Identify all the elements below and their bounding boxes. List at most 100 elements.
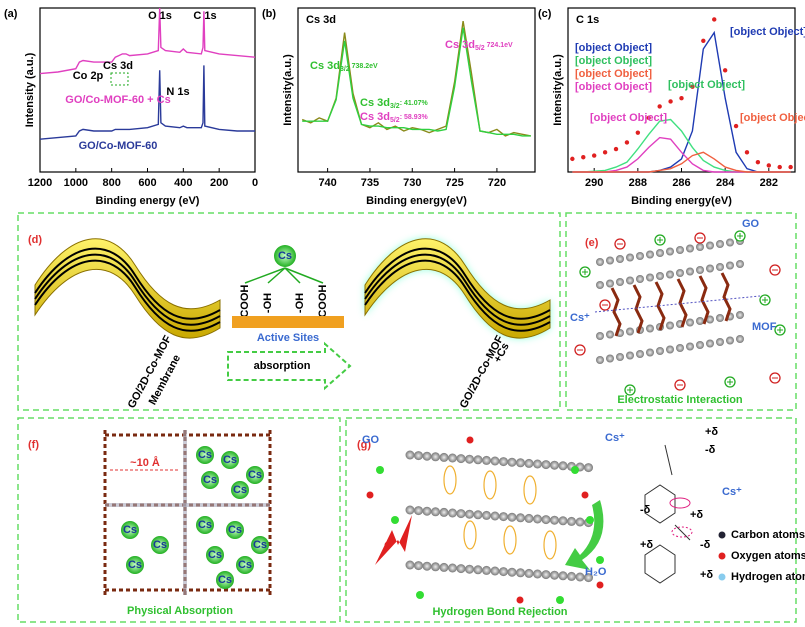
group-label: -OH	[294, 293, 306, 313]
carbon-atom	[666, 345, 674, 354]
label-note: 738.2eV	[350, 63, 378, 70]
carbon-atom	[706, 241, 714, 250]
cs-label: Cs	[228, 524, 242, 536]
cs-ion	[274, 245, 296, 267]
data-point	[591, 153, 597, 158]
caption: Hydrogen Bond Rejection	[432, 606, 567, 618]
x-tick-label: 200	[210, 177, 228, 189]
group-label: -COOH	[239, 285, 251, 322]
frame-g	[345, 417, 797, 623]
carbon-atom	[473, 510, 483, 520]
carbon-atom	[516, 568, 525, 578]
carbon-atom	[706, 339, 714, 348]
carbon-atom	[567, 516, 576, 526]
bond-arrow	[244, 267, 286, 284]
data-point	[602, 150, 608, 155]
peak-annotation: Cs 3d	[103, 60, 133, 72]
arrow-label: absorption	[254, 360, 311, 372]
carbon-atom	[567, 571, 576, 581]
x-tick-label: 286	[672, 177, 690, 189]
carbon-atom	[448, 563, 457, 573]
frame-e	[565, 212, 797, 411]
label: GO	[742, 218, 760, 230]
carbon-atom	[414, 561, 423, 571]
molecule	[644, 444, 691, 584]
sheet	[364, 238, 551, 339]
label-note: 724.1eV	[485, 42, 513, 49]
carbon-atom	[490, 566, 500, 576]
carbon-atom	[499, 457, 508, 467]
cs-label: Cs	[218, 574, 232, 586]
panel-label: (e)	[585, 237, 599, 249]
data-point	[613, 146, 619, 152]
data-point	[646, 115, 651, 121]
mof-linker	[632, 284, 644, 334]
delta-label: +δ	[700, 569, 713, 581]
carbon-atom	[686, 244, 694, 253]
cs-label: Cs	[233, 484, 247, 496]
data-point	[777, 164, 782, 170]
panel-frames	[17, 212, 797, 623]
cs-label: Cs	[203, 474, 217, 486]
carbon-atom	[656, 347, 664, 355]
y-axis-label: Intensity(a.u.)	[282, 54, 294, 126]
carbon-atom	[736, 335, 744, 343]
carbon-atom	[541, 460, 551, 470]
label: Cs⁺	[605, 432, 625, 444]
highlight-box	[110, 72, 129, 86]
carbon-atom	[646, 348, 654, 357]
series-line	[302, 27, 531, 137]
x-axis-label: Binding energy(eV)	[366, 195, 467, 207]
carbon-atom	[606, 354, 614, 363]
carbon-atom	[448, 508, 457, 518]
series-line	[39, 65, 255, 140]
carbon-atom	[575, 572, 585, 582]
group-label: -OH	[262, 293, 274, 313]
distance-label: ~10 Å	[130, 456, 160, 469]
rich-label: Cs 3d5/2: 58.93%	[360, 111, 428, 124]
label: MOF	[752, 321, 777, 333]
carbon-atom	[550, 460, 559, 470]
label-text: Cs 3d	[445, 39, 475, 51]
carbon-atom	[507, 512, 517, 522]
carbon-atom	[596, 356, 604, 364]
cs-ion	[251, 536, 269, 554]
frame-d	[17, 212, 561, 411]
data-point	[624, 140, 630, 145]
carbon-atom	[646, 324, 654, 333]
x-tick-label: 730	[403, 177, 421, 189]
label: Cs⁺	[722, 486, 742, 498]
carbon-atom	[550, 515, 559, 525]
legend-line: [object Object]	[575, 55, 652, 67]
peak-label: [object Object]	[668, 79, 745, 91]
data-point	[755, 159, 761, 165]
legend-label: Oxygen atoms	[731, 550, 805, 562]
cs-ion	[236, 556, 254, 574]
cs-site	[671, 526, 693, 538]
carbon-atom	[405, 560, 415, 570]
data-point	[766, 163, 772, 168]
carbon-atom	[596, 258, 604, 266]
carbon-atom	[490, 456, 500, 466]
carbon-atom	[686, 342, 694, 351]
x-tick-label: 400	[174, 177, 192, 189]
cs-label: Cs	[128, 559, 142, 571]
cs-label: Cs	[208, 549, 222, 561]
panel-label: (b)	[262, 8, 276, 20]
chart-title: Cs 3d	[306, 14, 336, 26]
carbon-atom	[666, 247, 674, 256]
cs-ion	[196, 516, 214, 534]
carbon-atom	[405, 505, 415, 515]
water	[581, 491, 589, 499]
mof-linker	[720, 272, 732, 322]
cs-label: Cs	[278, 250, 292, 262]
cs-label: Cs	[153, 539, 167, 551]
carbon-atom	[616, 255, 624, 263]
carbon-atom	[558, 571, 568, 581]
carbon-atom	[676, 246, 684, 254]
cs-ion	[556, 596, 564, 604]
label-sub: 5/2	[390, 117, 400, 124]
carbon-atom	[596, 332, 604, 340]
delta-label: -δ	[705, 444, 716, 456]
